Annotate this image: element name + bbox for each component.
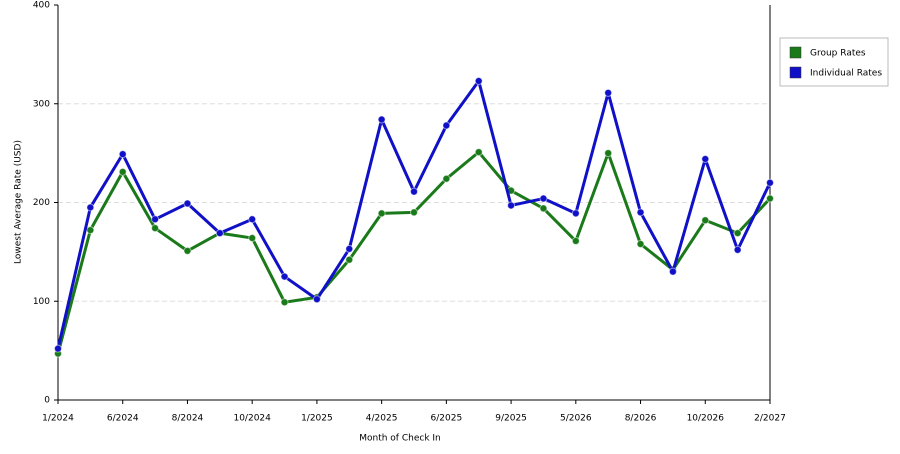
legend-label: Individual Rates (810, 69, 882, 79)
data-point (345, 244, 354, 253)
data-point (86, 226, 95, 235)
data-point (215, 229, 224, 238)
x-tick-label: 8/2026 (625, 414, 657, 424)
y-tick-label: 200 (33, 198, 50, 208)
data-point (183, 199, 192, 208)
data-point (604, 149, 613, 158)
legend-label: Group Rates (810, 49, 866, 59)
data-point (701, 216, 710, 225)
y-tick-label: 0 (44, 396, 50, 406)
data-point (636, 239, 645, 248)
data-point (410, 208, 418, 217)
data-point (766, 178, 774, 187)
x-tick-label: 8/2024 (172, 414, 204, 424)
data-point (377, 115, 386, 124)
y-axis-title: Lowest Average Rate (USD) (14, 140, 24, 264)
x-tick-label: 4/2025 (366, 414, 398, 424)
data-point (766, 194, 774, 203)
data-point (701, 155, 710, 164)
data-point (151, 215, 160, 224)
data-point (636, 208, 645, 217)
x-tick-label: 9/2025 (495, 414, 527, 424)
data-point (248, 234, 257, 243)
data-point (280, 298, 289, 307)
data-point (312, 295, 321, 304)
data-point (539, 204, 548, 213)
data-point (280, 272, 289, 281)
x-tick-label: 6/2025 (431, 414, 463, 424)
x-tick-label: 6/2024 (107, 414, 139, 424)
data-point (571, 237, 580, 246)
y-tick-label: 100 (33, 297, 50, 307)
data-point (54, 344, 62, 353)
data-point (539, 194, 548, 203)
data-point (604, 88, 613, 97)
legend: Group Rates Individual Rates (779, 37, 889, 87)
x-tick-label: 10/2026 (687, 414, 725, 424)
data-point (118, 150, 127, 159)
data-point (151, 224, 160, 233)
data-point (442, 121, 451, 130)
legend-swatch (789, 46, 802, 59)
data-point (733, 245, 742, 254)
data-point (118, 167, 127, 176)
data-point (733, 229, 742, 238)
data-point (86, 203, 95, 212)
data-point (571, 209, 580, 218)
x-tick-label: 10/2024 (233, 414, 271, 424)
x-tick-label: 2/2027 (754, 414, 786, 424)
data-point (377, 209, 386, 218)
data-point (410, 187, 418, 196)
data-point (507, 201, 516, 210)
x-tick-label: 1/2024 (42, 414, 74, 424)
y-tick-label: 400 (33, 1, 50, 11)
data-point (474, 148, 483, 157)
legend-box (779, 37, 889, 87)
data-point (474, 77, 483, 86)
legend-swatch (789, 66, 802, 79)
x-tick-label: 1/2025 (301, 414, 333, 424)
data-point (183, 246, 192, 255)
data-point (668, 267, 677, 276)
x-axis-title: Month of Check In (359, 434, 441, 444)
y-tick-label: 300 (33, 99, 50, 109)
data-point (442, 174, 451, 183)
x-tick-label: 5/2026 (560, 414, 592, 424)
data-point (248, 215, 257, 224)
data-point (345, 255, 354, 264)
